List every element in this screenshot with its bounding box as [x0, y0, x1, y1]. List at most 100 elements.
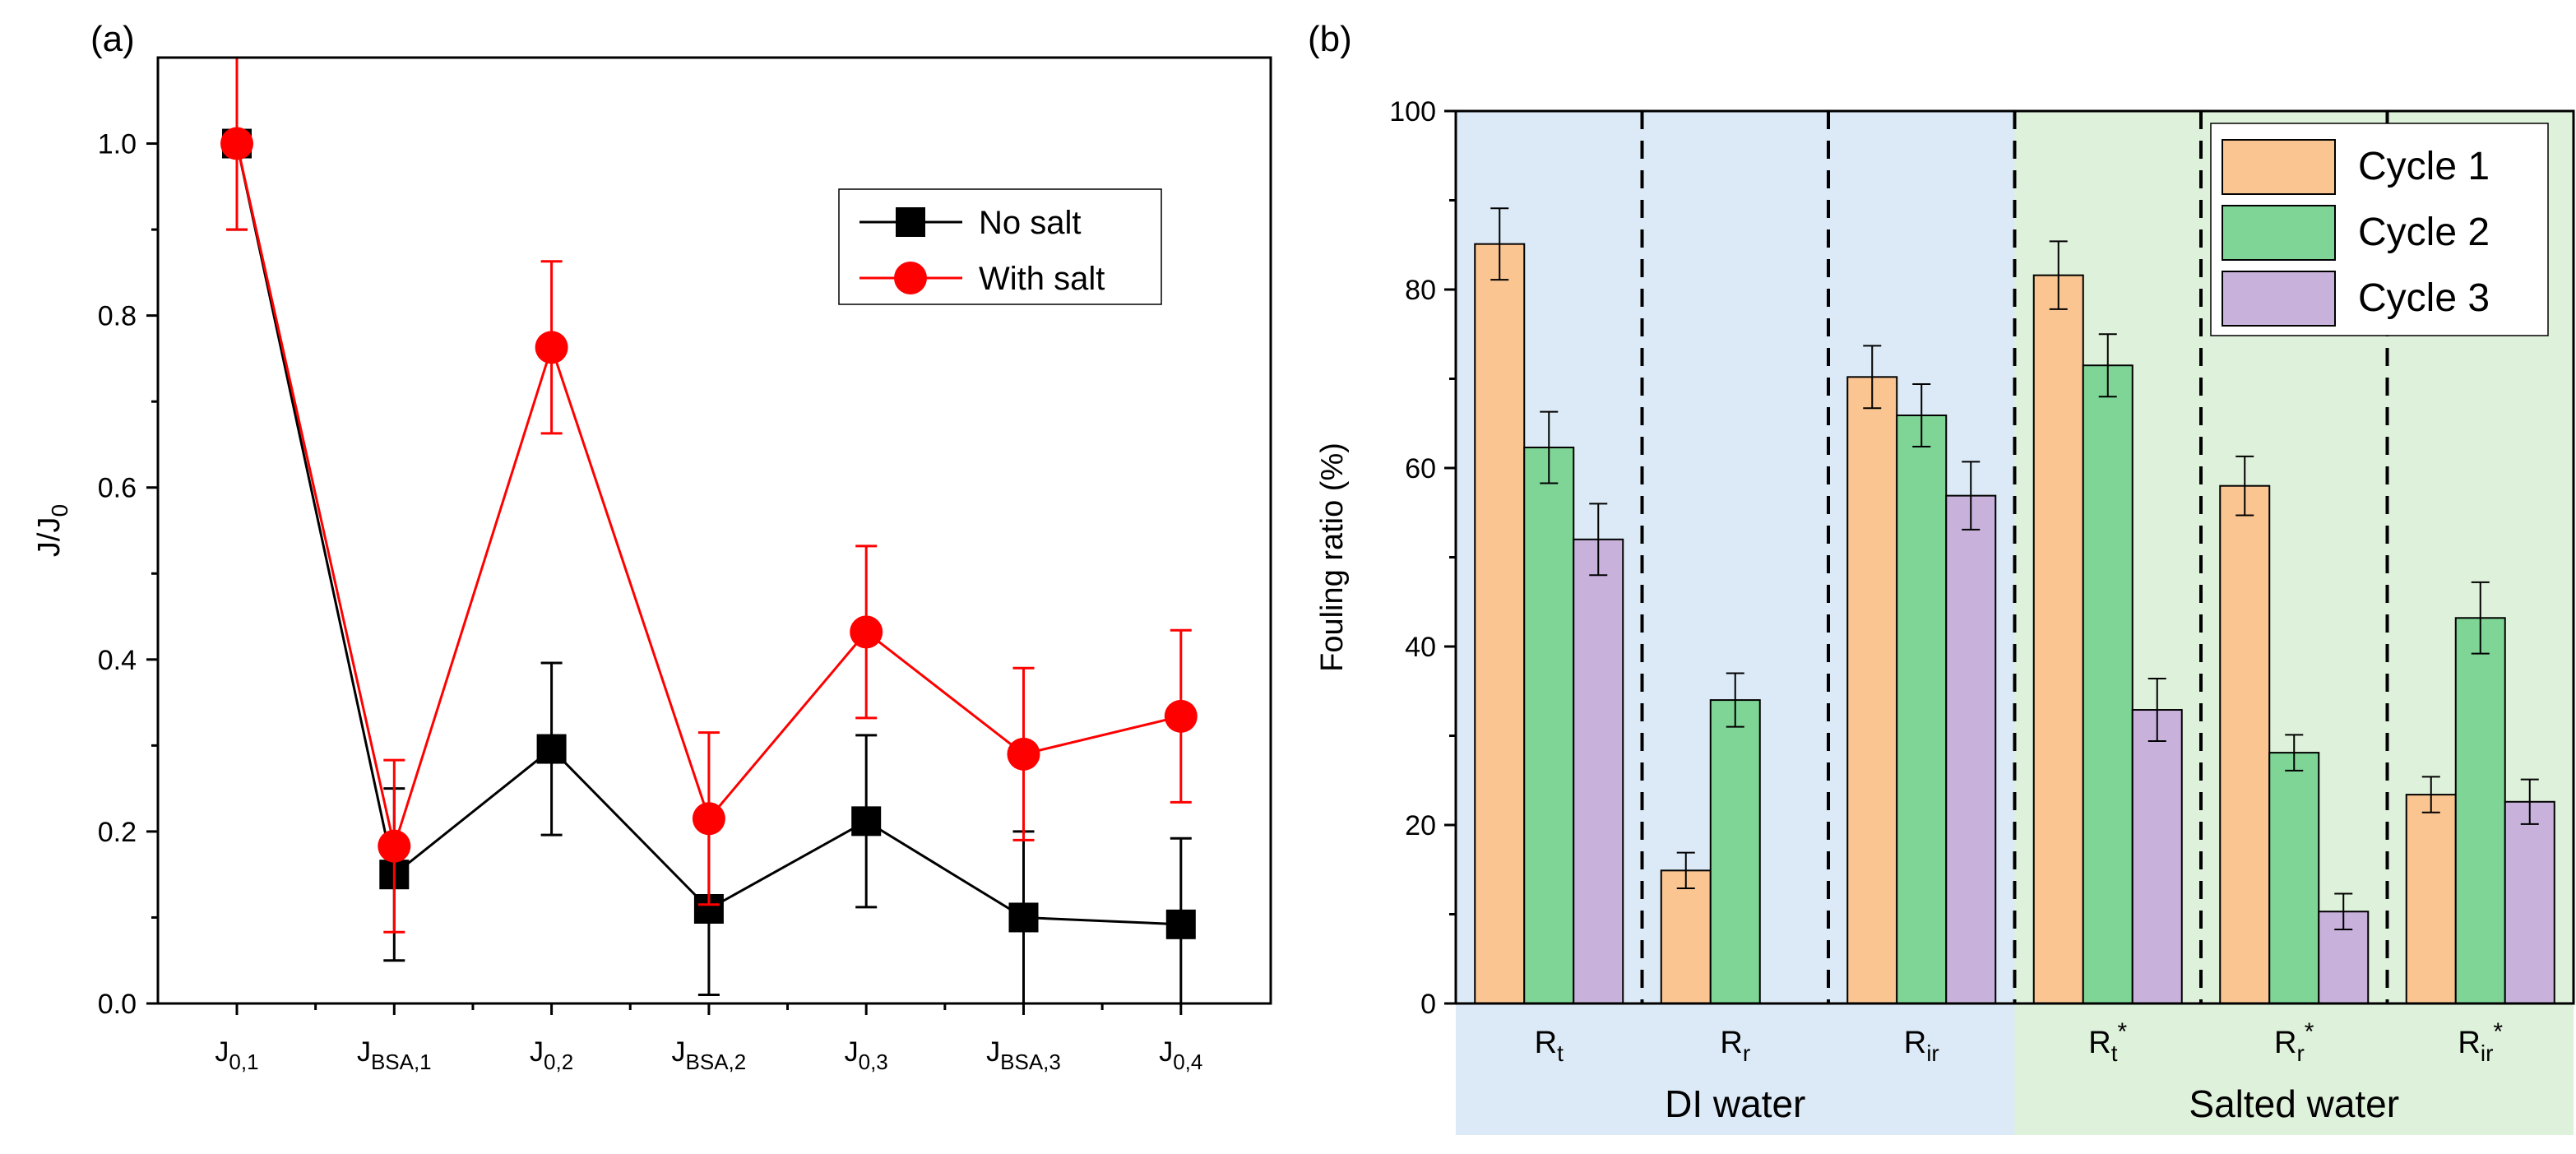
- panel-a-series: [220, 56, 1198, 1005]
- data-point: [1007, 737, 1040, 771]
- x-tick-label-main: J: [530, 1036, 544, 1068]
- legend-marker: [894, 262, 927, 294]
- x-tick-label-main: J: [215, 1036, 229, 1068]
- y-tick-label: 0: [1420, 989, 1436, 1020]
- x-tick-label-main: R: [2458, 1026, 2480, 1060]
- x-tick-label: JBSA,2: [672, 1036, 747, 1074]
- legend-swatch: [2222, 271, 2336, 327]
- x-tick-label-subscript: r: [1743, 1040, 1750, 1066]
- legend-marker: [896, 207, 925, 237]
- panel-a-y-tick-labels: 0.0 0.2 0.4 0.6 0.8 1.0: [98, 129, 158, 1020]
- x-tick-label-subscript: BSA,1: [371, 1050, 432, 1074]
- bar: [1573, 538, 1624, 1004]
- x-tick-label-main: J: [845, 1036, 859, 1068]
- x-tick-label-superscript: *: [2305, 1018, 2314, 1045]
- data-point: [1008, 902, 1039, 933]
- x-tick-label: Rr*: [2274, 1018, 2314, 1066]
- bar: [2082, 364, 2134, 1005]
- x-tick-label-subscript: 0,3: [859, 1050, 888, 1074]
- data-point: [220, 127, 253, 160]
- bar: [1896, 414, 1948, 1004]
- x-tick-label-subscript: ir: [1926, 1040, 1939, 1066]
- y-axis-label-main: J/J: [32, 517, 67, 558]
- y-tick-label: 0.4: [98, 645, 137, 676]
- data-point: [536, 734, 567, 764]
- x-tick-label-subscript: t: [1557, 1040, 1564, 1066]
- legend-label: With salt: [979, 261, 1105, 297]
- legend-label: Cycle 1: [2358, 145, 2490, 188]
- y-axis-label-subscript: 0: [47, 504, 72, 517]
- bar: [2032, 274, 2084, 1004]
- y-tick-label: 60: [1405, 453, 1436, 484]
- bar: [1523, 447, 1575, 1004]
- x-tick-label-subscript: t: [2111, 1040, 2118, 1066]
- panel-b-y-tick-labels: 0 20 40 60 80 100: [1389, 96, 1456, 1020]
- panel-b-y-axis-label: Fouling ratio (%): [1315, 443, 1350, 672]
- x-tick-label-subscript: 0,2: [544, 1050, 573, 1074]
- x-tick-label-subscript: BSA,3: [1000, 1050, 1061, 1074]
- data-point: [850, 615, 883, 649]
- legend-swatch: [2222, 205, 2336, 261]
- x-tick-label: JBSA,3: [986, 1036, 1061, 1074]
- data-point: [535, 331, 568, 364]
- bar: [2454, 617, 2506, 1005]
- bar: [1709, 699, 1761, 1004]
- data-point: [692, 802, 725, 836]
- data-point: [1165, 909, 1196, 939]
- x-tick-label-subscript: 0,1: [229, 1050, 258, 1074]
- x-tick-label-main: R: [1904, 1026, 1926, 1060]
- bar: [2405, 794, 2457, 1004]
- panel-b-group-labels: DI water Salted water: [1665, 1082, 2399, 1125]
- legend-label: Cycle 2: [2358, 211, 2490, 254]
- panel-a-label: (a): [90, 19, 135, 59]
- bar: [1846, 376, 1898, 1004]
- panel-a-line-chart: (a) J/J0 0.00.20.40.60.81.0 J0,1 JBSA,1 J0…: [32, 19, 1272, 1074]
- x-tick-label-main: J: [986, 1036, 1000, 1068]
- bar: [2268, 752, 2320, 1004]
- x-tick-label: Rt: [1535, 1026, 1564, 1066]
- y-tick-label: 100: [1389, 96, 1436, 127]
- legend-swatch: [2222, 139, 2336, 195]
- series-with-salt: [220, 56, 1198, 934]
- y-tick-label: 80: [1405, 275, 1436, 306]
- y-tick-label: 0.2: [98, 817, 137, 848]
- x-tick-label-subscript: BSA,2: [686, 1050, 747, 1074]
- x-tick-label: Rir*: [2458, 1018, 2503, 1066]
- bar: [1474, 243, 1526, 1005]
- bar: [2504, 800, 2555, 1004]
- y-tick-label: 20: [1405, 810, 1436, 841]
- panel-b-label: (b): [1308, 19, 1352, 59]
- y-tick-label: 0.6: [98, 473, 137, 504]
- y-axis-label-text: Fouling ratio (%): [1315, 443, 1350, 672]
- x-tick-label: Rir: [1904, 1026, 1939, 1066]
- x-tick-label-superscript: *: [2118, 1018, 2128, 1045]
- x-tick-label: J0,3: [845, 1036, 888, 1074]
- x-tick-label: J0,4: [1159, 1036, 1202, 1074]
- panel-b-x-tick-labels: Rt Rr Rir Rt* Rr* Rir*: [1535, 1018, 2504, 1066]
- x-tick-label-main: R: [1720, 1026, 1742, 1060]
- x-tick-label-main: J: [1159, 1036, 1173, 1068]
- group-label: DI water: [1665, 1082, 1805, 1125]
- data-point: [1164, 699, 1198, 733]
- data-point: [851, 806, 882, 837]
- legend-label: Cycle 3: [2358, 276, 2490, 320]
- y-tick-label: 1.0: [98, 129, 137, 160]
- bar: [1660, 869, 1712, 1004]
- y-axis-label-text: J/J0: [32, 504, 72, 557]
- panel-a-y-axis-label: J/J0: [32, 504, 72, 557]
- bar: [1945, 494, 1997, 1004]
- x-tick-label-subscript: ir: [2481, 1040, 2494, 1066]
- panel-b-bars: [1474, 207, 2555, 1005]
- x-tick-label-superscript: *: [2493, 1018, 2503, 1045]
- y-tick-label: 0.8: [98, 301, 137, 332]
- x-tick-label-subscript: 0,4: [1173, 1050, 1202, 1074]
- data-point: [378, 829, 411, 863]
- panel-a-legend: No salt With salt: [838, 188, 1162, 305]
- x-tick-label-subscript: r: [2296, 1040, 2304, 1066]
- x-tick-label-main: R: [2274, 1026, 2296, 1060]
- x-tick-label: JBSA,1: [357, 1036, 432, 1074]
- x-tick-label: Rr: [1720, 1026, 1750, 1066]
- bar: [2219, 484, 2271, 1004]
